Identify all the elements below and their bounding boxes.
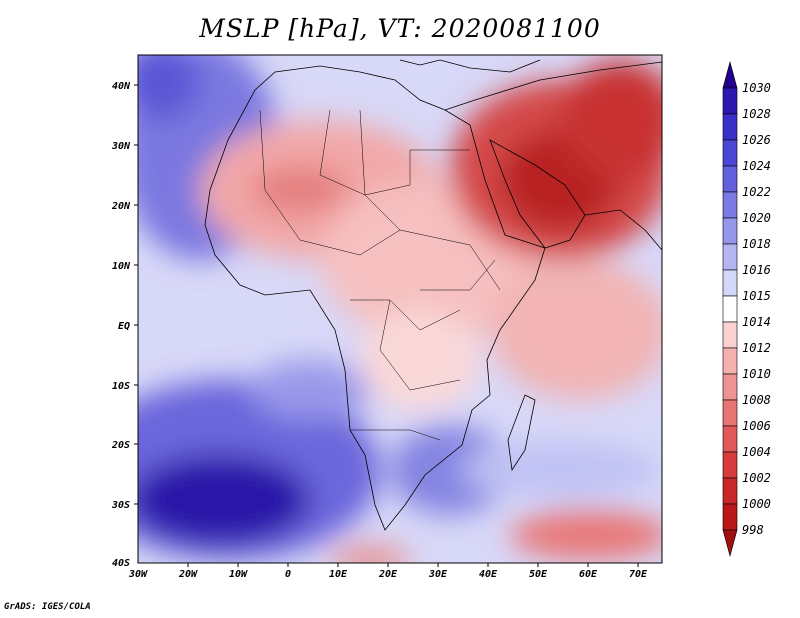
colorbar-segment: [722, 191, 738, 219]
lat-label: 40N: [112, 81, 131, 92]
lon-label: 60E: [579, 569, 598, 580]
lon-label: 10W: [229, 569, 248, 580]
colorbar-label: 1012: [742, 341, 771, 355]
colorbar-label: 1008: [742, 393, 771, 407]
lon-label: 20W: [178, 569, 198, 580]
colorbar-label: 1016: [742, 263, 771, 277]
chart-title: MSLP [hPa], VT: 2020081100: [199, 14, 601, 43]
colorbar-segment: [722, 451, 738, 479]
colorbar-labels: 1030 1028 1026 1024 1022 1020 1018 1016 …: [742, 81, 771, 537]
colorbar-label: 1014: [742, 315, 771, 329]
colorbar-label: 1020: [742, 211, 771, 225]
colorbar-segment: [722, 425, 738, 453]
colorbar: [722, 60, 738, 558]
pressure-field: [138, 55, 662, 563]
lon-label: 20E: [378, 569, 398, 580]
lon-label: 50E: [529, 569, 548, 580]
colorbar-segment: [722, 347, 738, 375]
colorbar-label: 1026: [742, 133, 771, 147]
colorbar-label: 1018: [742, 237, 771, 251]
colorbar-segment: [722, 503, 738, 531]
latitude-axis: 40N 30N 20N 10N EQ 10S 20S 30S 40S: [111, 81, 138, 569]
colorbar-segment: [722, 60, 738, 89]
lon-label: 40E: [479, 569, 498, 580]
colorbar-segment: [722, 139, 738, 167]
colorbar-label: 1006: [742, 419, 771, 433]
colorbar-segment: [722, 399, 738, 427]
colorbar-segment: [722, 243, 738, 271]
colorbar-segment: [722, 373, 738, 401]
colorbar-label: 1030: [742, 81, 771, 95]
colorbar-segment: [722, 529, 738, 558]
lat-label: 20N: [111, 201, 131, 212]
colorbar-label: 1000: [742, 497, 771, 511]
colorbar-label: 1024: [742, 159, 771, 173]
lon-label: 30E: [428, 569, 448, 580]
colorbar-label: 1010: [742, 367, 771, 381]
colorbar-segment: [722, 217, 738, 245]
lat-label: EQ: [118, 321, 130, 332]
lat-label: 30S: [111, 500, 130, 511]
lon-label: 10E: [329, 569, 348, 580]
colorbar-segment: [722, 295, 738, 323]
lat-label: 10S: [112, 381, 130, 392]
lat-label: 20S: [111, 440, 130, 451]
map-frame: [137, 54, 663, 564]
lon-label: 70E: [629, 569, 648, 580]
longitude-axis: 30W 20W 10W 0 10E 20E 30E 40E 50E 60E 70…: [128, 563, 648, 580]
colorbar-label: 998: [742, 523, 764, 537]
country-borders: [259, 109, 501, 441]
lat-label: 40S: [112, 558, 130, 569]
colorbar-segment: [722, 87, 738, 115]
grads-credit: GrADS: IGES/COLA: [4, 602, 91, 612]
colorbar-segment: [722, 477, 738, 505]
colorbar-segment: [722, 165, 738, 193]
colorbar-label: 1028: [742, 107, 771, 121]
lat-label: 30N: [111, 141, 131, 152]
colorbar-segment: [722, 321, 738, 349]
coastlines: [204, 59, 662, 531]
colorbar-label: 1004: [742, 445, 771, 459]
colorbar-segment: [722, 113, 738, 141]
lat-label: 10N: [112, 261, 131, 272]
colorbar-label: 1015: [742, 289, 771, 303]
lon-label: 30W: [128, 569, 148, 580]
lon-label: 0: [285, 569, 291, 580]
colorbar-segment: [722, 269, 738, 297]
colorbar-label: 1022: [742, 185, 771, 199]
colorbar-label: 1002: [742, 471, 771, 485]
